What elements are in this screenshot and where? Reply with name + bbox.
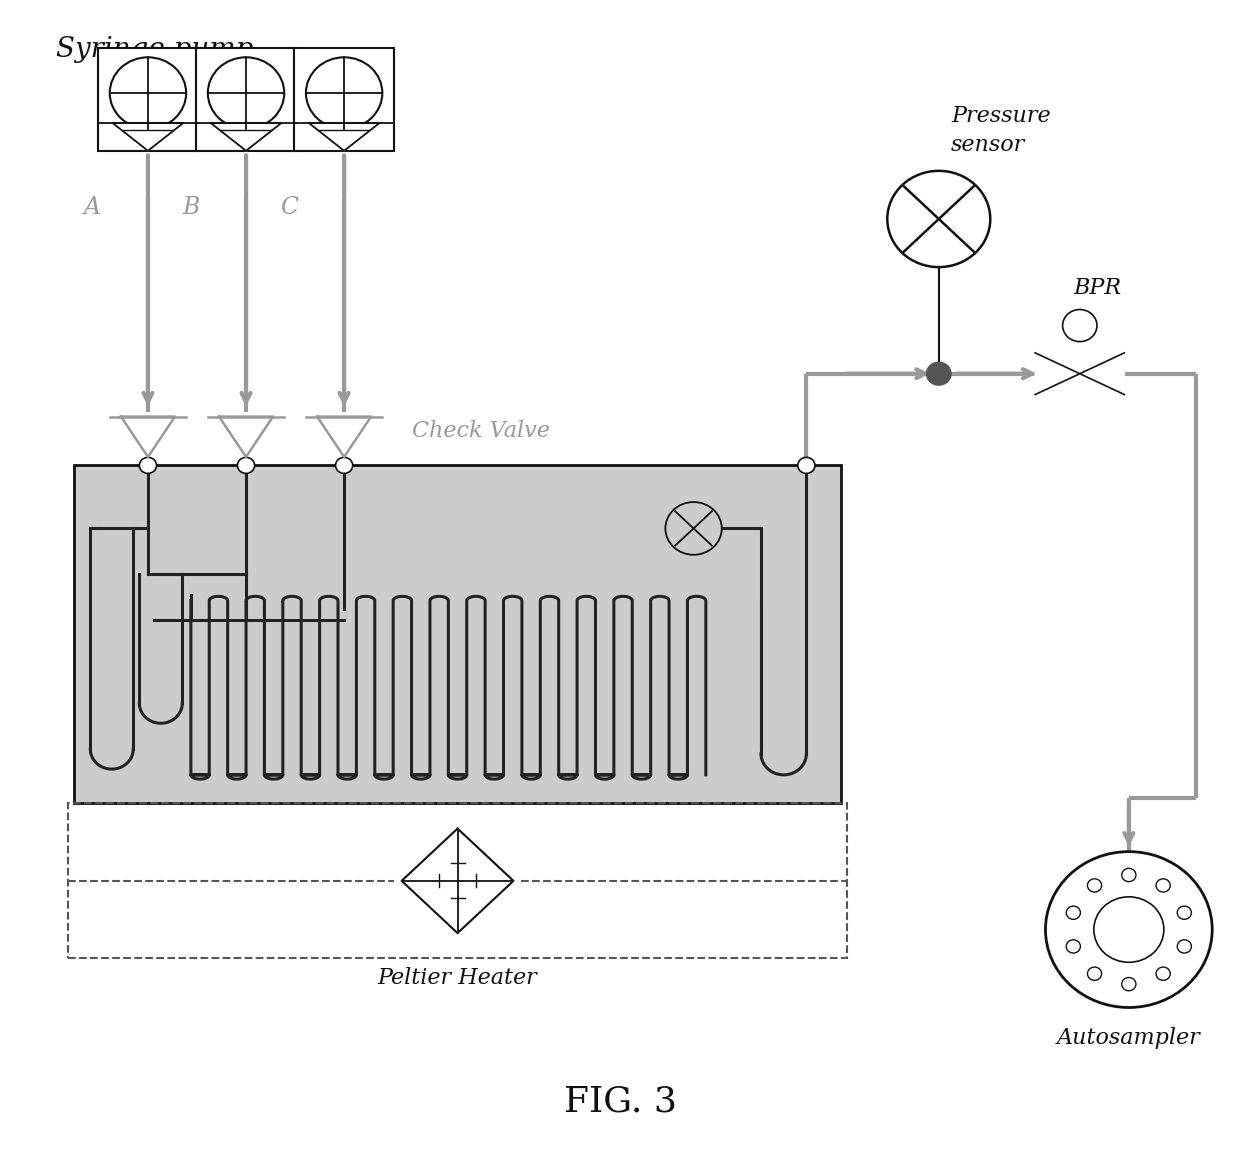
Circle shape xyxy=(1087,967,1101,980)
Text: FIG. 3: FIG. 3 xyxy=(563,1085,677,1118)
Polygon shape xyxy=(219,416,273,457)
Circle shape xyxy=(666,502,722,554)
Text: BPR: BPR xyxy=(1074,277,1122,299)
Polygon shape xyxy=(309,123,379,151)
Circle shape xyxy=(237,457,254,473)
Polygon shape xyxy=(1035,353,1080,394)
Circle shape xyxy=(1156,879,1171,892)
Polygon shape xyxy=(1080,353,1125,394)
Polygon shape xyxy=(122,416,175,457)
Circle shape xyxy=(306,57,382,129)
Polygon shape xyxy=(317,416,371,457)
Polygon shape xyxy=(113,123,184,151)
Circle shape xyxy=(797,457,815,473)
Circle shape xyxy=(139,457,156,473)
Circle shape xyxy=(1122,869,1136,882)
Bar xyxy=(74,465,841,804)
Text: C: C xyxy=(280,196,299,219)
Circle shape xyxy=(110,57,186,129)
Polygon shape xyxy=(211,123,281,151)
Circle shape xyxy=(926,362,951,385)
Text: Pressure
sensor: Pressure sensor xyxy=(951,106,1050,155)
Text: A: A xyxy=(84,196,102,219)
Polygon shape xyxy=(402,828,513,933)
Circle shape xyxy=(1045,851,1213,1008)
Circle shape xyxy=(1063,310,1097,341)
Circle shape xyxy=(1156,967,1171,980)
Bar xyxy=(196,49,296,151)
Circle shape xyxy=(1087,879,1101,892)
Circle shape xyxy=(1177,906,1192,920)
Circle shape xyxy=(1066,906,1080,920)
Bar xyxy=(98,49,198,151)
Text: Autosampler: Autosampler xyxy=(1056,1027,1200,1049)
Text: Syringe pump: Syringe pump xyxy=(56,36,253,63)
Text: B: B xyxy=(182,196,200,219)
Circle shape xyxy=(208,57,284,129)
Circle shape xyxy=(1094,897,1164,963)
Bar xyxy=(68,804,847,958)
Circle shape xyxy=(1066,940,1080,954)
Bar xyxy=(294,49,394,151)
Text: Peltier Heater: Peltier Heater xyxy=(378,967,537,989)
Circle shape xyxy=(1122,978,1136,991)
Circle shape xyxy=(888,171,991,267)
Text: Check Valve: Check Valve xyxy=(412,420,549,442)
Circle shape xyxy=(336,457,352,473)
Circle shape xyxy=(1177,940,1192,954)
